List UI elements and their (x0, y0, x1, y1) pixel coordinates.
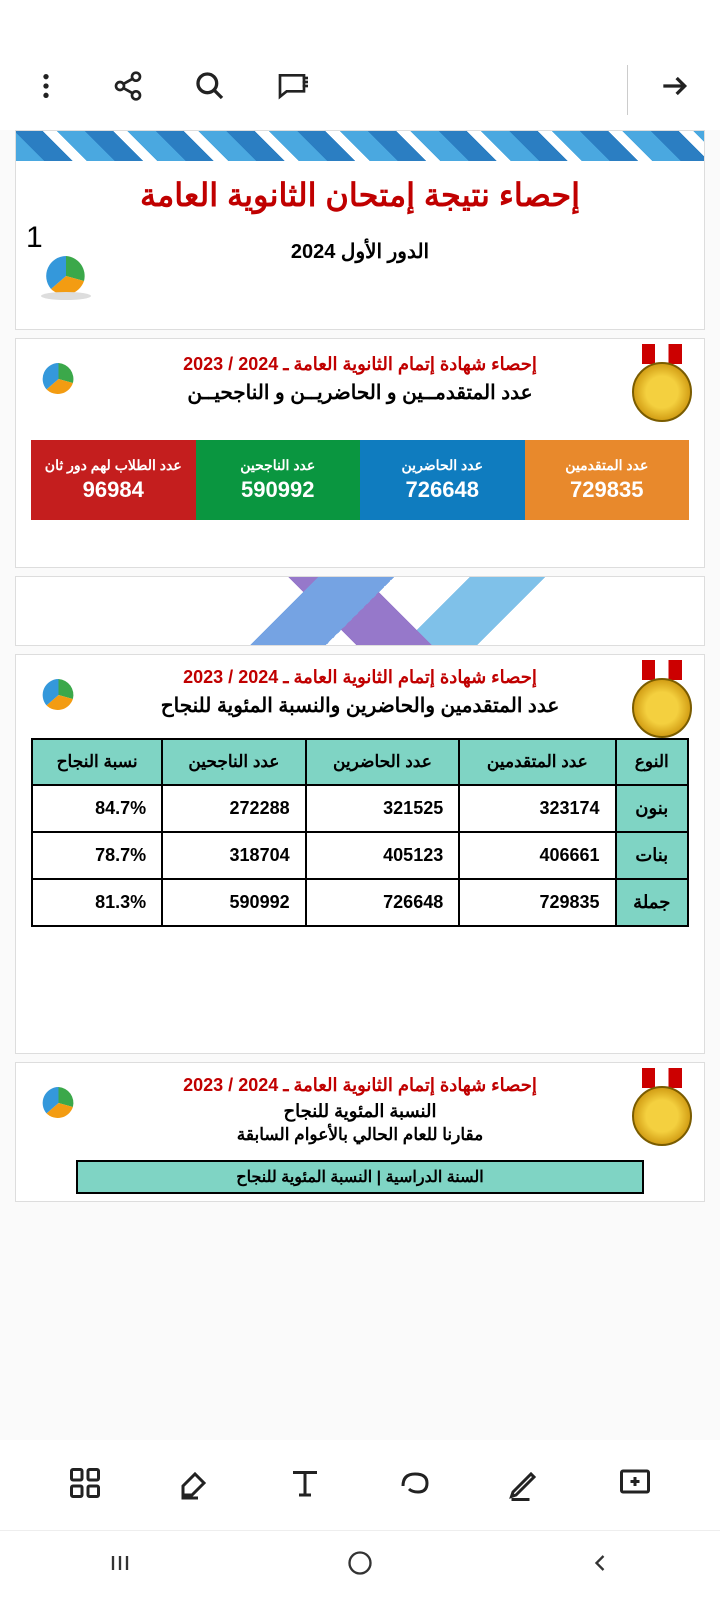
stat-present: عدد الحاضرين 726648 (360, 440, 525, 520)
table-row: بنون 323174 321525 272288 84.7% (32, 785, 688, 832)
slide4-header: إحصاء شهادة إتمام الثانوية العامة ـ 2024… (16, 1063, 704, 1150)
slide4-title: إحصاء شهادة إتمام الثانوية العامة ـ 2024… (86, 1075, 634, 1096)
slide2-header: إحصاء شهادة إتمام الثانوية العامة ـ 2024… (16, 339, 704, 410)
more-icon[interactable] (30, 70, 62, 110)
status-bar (0, 0, 720, 50)
cell: 272288 (162, 785, 305, 832)
slide-3: إحصاء شهادة إتمام الثانوية العامة ـ 2024… (15, 654, 705, 1054)
stat-value: 729835 (530, 477, 685, 503)
cell: 81.3% (32, 879, 162, 926)
col-applicants: عدد المتقدمين (459, 739, 615, 785)
col-passed: عدد الناجحين (162, 739, 305, 785)
cell: بنات (616, 832, 688, 879)
bottom-edit-toolbar (0, 1440, 720, 1530)
stat-second-round: عدد الطلاب لهم دور ثان 96984 (31, 440, 196, 520)
cell: 78.7% (32, 832, 162, 879)
cell: بنون (616, 785, 688, 832)
cell: 590992 (162, 879, 305, 926)
slide1-title: إحصاء نتيجة إمتحان الثانوية العامة (16, 176, 704, 214)
stat-value: 590992 (201, 477, 356, 503)
medal-icon (629, 660, 694, 740)
slide3-title: إحصاء شهادة إتمام الثانوية العامة ـ 2024… (86, 667, 634, 688)
home-icon[interactable] (346, 1549, 374, 1582)
stat-applicants: عدد المتقدمين 729835 (525, 440, 690, 520)
page-number: 1 (26, 221, 43, 255)
back-arrow-icon[interactable] (658, 70, 690, 110)
stat-label: عدد الطلاب لهم دور ثان (36, 457, 191, 474)
comment-icon[interactable] (276, 70, 308, 110)
slide2-subtitle: عدد المتقدمــين و الحاضريــن و الناجحيــ… (86, 380, 634, 405)
toolbar-divider (627, 65, 628, 115)
cell: 406661 (459, 832, 615, 879)
document-content[interactable]: إحصاء نتيجة إمتحان الثانوية العامة الدور… (0, 130, 720, 1440)
slide3-header: إحصاء شهادة إتمام الثانوية العامة ـ 2024… (16, 655, 704, 728)
pie-chart-icon (31, 359, 86, 399)
cell: 321525 (306, 785, 460, 832)
partial-table-header: السنة الدراسية | النسبة المئوية للنجاح (76, 1160, 644, 1194)
slide-2: إحصاء شهادة إتمام الثانوية العامة ـ 2024… (15, 338, 705, 568)
stat-label: عدد الحاضرين (365, 457, 520, 474)
pie-chart-icon (31, 1083, 86, 1123)
stat-value: 96984 (36, 477, 191, 503)
slide-1: إحصاء نتيجة إمتحان الثانوية العامة الدور… (15, 130, 705, 330)
table-header-row: النوع عدد المتقدمين عدد الحاضرين عدد الن… (32, 739, 688, 785)
toolbar-left-group (30, 70, 308, 110)
back-icon[interactable] (586, 1549, 614, 1582)
medal-icon (629, 1068, 694, 1148)
cell: 318704 (162, 832, 305, 879)
note-add-icon[interactable] (617, 1465, 653, 1506)
col-type: النوع (616, 739, 688, 785)
slide4-subtitle2: مقارنا للعام الحالي بالأعوام السابقة (86, 1125, 634, 1145)
cell: جملة (616, 879, 688, 926)
share-icon[interactable] (112, 70, 144, 110)
stat-passed: عدد الناجحين 590992 (196, 440, 361, 520)
table-row: جملة 729835 726648 590992 81.3% (32, 879, 688, 926)
stat-value: 726648 (365, 477, 520, 503)
slide1-subtitle: الدور الأول 2024 (16, 239, 704, 264)
decorative-divider (15, 576, 705, 646)
lasso-icon[interactable] (397, 1465, 433, 1506)
slide2-title: إحصاء شهادة إتمام الثانوية العامة ـ 2024… (86, 354, 634, 375)
grid-icon[interactable] (67, 1465, 103, 1506)
col-present: عدد الحاضرين (306, 739, 460, 785)
stat-label: عدد المتقدمين (530, 457, 685, 474)
medal-icon (629, 344, 694, 424)
text-icon[interactable] (287, 1465, 323, 1506)
pie-chart-icon (31, 251, 101, 301)
slide-4: إحصاء شهادة إتمام الثانوية العامة ـ 2024… (15, 1062, 705, 1202)
recents-icon[interactable] (106, 1549, 134, 1582)
slide4-subtitle1: النسبة المئوية للنجاح (86, 1101, 634, 1122)
cell: 405123 (306, 832, 460, 879)
highlight-icon[interactable] (177, 1465, 213, 1506)
cell: 726648 (306, 879, 460, 926)
decorative-border (16, 131, 704, 161)
top-toolbar (0, 50, 720, 130)
slide3-subtitle: عدد المتقدمين والحاضرين والنسبة المئوية … (86, 693, 634, 718)
cell: 729835 (459, 879, 615, 926)
stats-row: عدد المتقدمين 729835 عدد الحاضرين 726648… (16, 410, 704, 520)
pencil-icon[interactable] (507, 1465, 543, 1506)
table-row: بنات 406661 405123 318704 78.7% (32, 832, 688, 879)
cell: 84.7% (32, 785, 162, 832)
search-icon[interactable] (194, 70, 226, 110)
cell: 323174 (459, 785, 615, 832)
pie-chart-icon (31, 675, 86, 715)
col-rate: نسبة النجاح (32, 739, 162, 785)
system-nav-bar (0, 1530, 720, 1600)
stat-label: عدد الناجحين (201, 457, 356, 474)
results-table: النوع عدد المتقدمين عدد الحاضرين عدد الن… (31, 738, 689, 927)
